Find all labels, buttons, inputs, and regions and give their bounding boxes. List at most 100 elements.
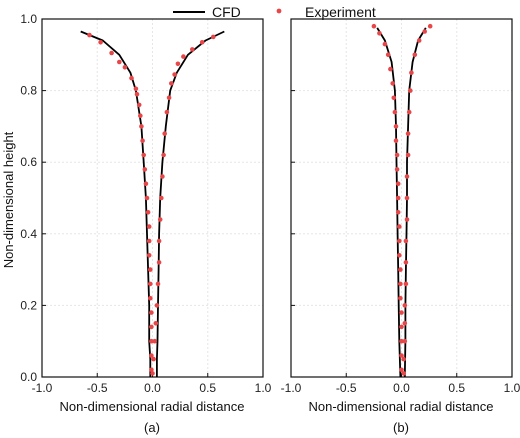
panel-a-experiment-point bbox=[211, 34, 216, 40]
panel-b-experiment-point bbox=[399, 353, 404, 358]
panel-b-experiment-point bbox=[385, 52, 391, 58]
panel-b-experiment-point bbox=[404, 217, 410, 222]
panel-a-experiment-point bbox=[141, 152, 146, 158]
panel-a-x-tick-label: 1.0 bbox=[255, 381, 272, 395]
panel-b-experiment-point bbox=[377, 31, 382, 36]
panel-b-experiment-point bbox=[392, 109, 398, 115]
panel-b-experiment-point bbox=[397, 224, 402, 229]
legend-experiment-marker bbox=[276, 8, 282, 14]
panel-b-experiment-point bbox=[397, 253, 402, 258]
panel-a-experiment-point bbox=[146, 253, 152, 258]
panel-b-x-axis-label: Non-dimensional radial distance bbox=[309, 399, 494, 414]
panel-a-y-tick-label: 0.2 bbox=[20, 298, 37, 312]
panel-b-experiment-point bbox=[371, 23, 377, 29]
panel-a-experiment-point bbox=[145, 210, 151, 215]
panel-a-experiment-point bbox=[156, 260, 162, 265]
panel-b-experiment-point bbox=[382, 41, 388, 47]
panel-a-cfd-line-left bbox=[80, 30, 152, 377]
panel-b-x-tick-label: 1.0 bbox=[504, 381, 520, 395]
panel-a-experiment-point bbox=[172, 72, 177, 77]
panel-b-experiment-point bbox=[403, 238, 409, 244]
panel-b-experiment-point bbox=[399, 338, 404, 344]
panel-a-y-tick-label: 0.4 bbox=[20, 227, 37, 241]
panel-a-experiment-point bbox=[153, 321, 159, 326]
panel-a-experiment-point bbox=[133, 86, 139, 92]
panel-b-experiment-point bbox=[393, 138, 399, 143]
panel-b-experiment-point bbox=[402, 321, 408, 326]
panel-a-experiment-point bbox=[199, 40, 205, 45]
panel-b-experiment-point bbox=[427, 23, 433, 29]
panel-b-x-tick-label: 0.0 bbox=[393, 381, 410, 395]
panel-a-experiment-point bbox=[140, 138, 145, 143]
panel-b-experiment-point bbox=[403, 281, 409, 287]
panel-a-experiment-point bbox=[151, 356, 156, 362]
panel-b-label: (b) bbox=[393, 420, 409, 435]
panel-b-experiment-point bbox=[394, 167, 400, 172]
panel-a-experiment-point bbox=[146, 224, 152, 229]
panel-a-y-tick-label: 1.0 bbox=[20, 12, 37, 26]
y-axis-label: Non-dimensional height bbox=[1, 131, 16, 268]
panel-a-experiment-point bbox=[149, 324, 154, 330]
panel-a-experiment-point bbox=[149, 310, 154, 315]
panel-b-cfd-line-left bbox=[376, 27, 402, 378]
panel-b-experiment-point bbox=[399, 324, 404, 330]
panel-a-x-tick-label: 0.0 bbox=[144, 381, 161, 395]
panel-a-experiment-point bbox=[152, 338, 157, 344]
panel-a-experiment-point bbox=[87, 32, 92, 38]
panel-a-experiment-point bbox=[175, 61, 181, 67]
panel-b-experiment-point bbox=[404, 174, 410, 179]
panel-a-experiment-point bbox=[169, 81, 174, 86]
panel-b-experiment-point bbox=[395, 195, 401, 201]
panel-a-experiment-point bbox=[166, 95, 172, 101]
panel-a-experiment-point bbox=[157, 217, 163, 222]
panel-a-cfd-line-right bbox=[156, 30, 225, 377]
panel-a-grid bbox=[42, 19, 263, 377]
panel-a-experiment-point bbox=[142, 167, 148, 172]
panel-b-cfd-line-right bbox=[403, 27, 427, 378]
panel-a-experiment-point bbox=[156, 238, 162, 244]
panel-a-experiment-point bbox=[181, 54, 186, 59]
panel-a-experiment-point bbox=[129, 75, 134, 81]
panel-b-experiment-point bbox=[399, 367, 404, 373]
panel-a-experiment-point bbox=[190, 47, 195, 52]
panel-b-experiment-point bbox=[404, 195, 410, 201]
panel-a: -1.0 -0.5 0.0 0.5 1.0 0.0 0.2 0.4 0.6 0.8 1.0 Non… bbox=[20, 12, 271, 435]
panel-b-experiment-point bbox=[390, 81, 396, 86]
panel-a-y-tick-label: 0.6 bbox=[20, 155, 37, 169]
panel-b-experiment-point bbox=[405, 131, 411, 136]
panel-b-experiment-point bbox=[422, 29, 428, 34]
panel-b-x-ticks: -1.0 -0.5 0.0 0.5 1.0 bbox=[281, 373, 520, 395]
panel-b-experiment-point bbox=[409, 70, 414, 75]
panel-b-experiment-point bbox=[395, 210, 401, 215]
panel-b-experiment-point bbox=[394, 152, 400, 158]
panel-b-experiment-point bbox=[416, 38, 422, 43]
panel-b-experiment-point bbox=[406, 109, 412, 115]
panel-b-experiment-point bbox=[398, 295, 403, 301]
panel-a-experiment-point bbox=[148, 281, 153, 287]
panel-b-experiment-point bbox=[402, 338, 408, 344]
panel-b-experiment-point bbox=[391, 95, 397, 101]
panel-b-experiment-point bbox=[401, 356, 407, 362]
panel-a-experiment-point bbox=[148, 267, 153, 272]
panel-a-x-tick-label: -1.0 bbox=[32, 381, 53, 395]
panel-b-experiment-point bbox=[397, 238, 402, 244]
panel-b-experiment-point bbox=[403, 260, 409, 265]
panel-a-x-tick-label: -0.5 bbox=[87, 381, 108, 395]
panel-a-experiment-point bbox=[155, 281, 161, 287]
panel-b-experiment-point bbox=[412, 52, 418, 58]
panel-b-experiment-point bbox=[398, 281, 403, 287]
panel-a-cfd-lines bbox=[80, 30, 225, 377]
panel-a-experiment-point bbox=[98, 40, 103, 45]
panel-a-experiment-point bbox=[138, 113, 143, 118]
panel-a-experiment-point bbox=[149, 338, 154, 344]
panel-a-experiment-point bbox=[144, 195, 150, 201]
panel-a-experiment-point bbox=[160, 174, 165, 179]
panel-a-experiment-point bbox=[109, 50, 114, 56]
panel-a-experiment-point bbox=[139, 124, 144, 129]
panel-a-experiment-point bbox=[134, 91, 140, 97]
legend-cfd-label: CFD bbox=[212, 4, 241, 20]
panel-a-experiment-point bbox=[148, 295, 153, 301]
panel-b-y-ticks bbox=[291, 18, 295, 378]
panel-b-grid bbox=[291, 19, 512, 377]
